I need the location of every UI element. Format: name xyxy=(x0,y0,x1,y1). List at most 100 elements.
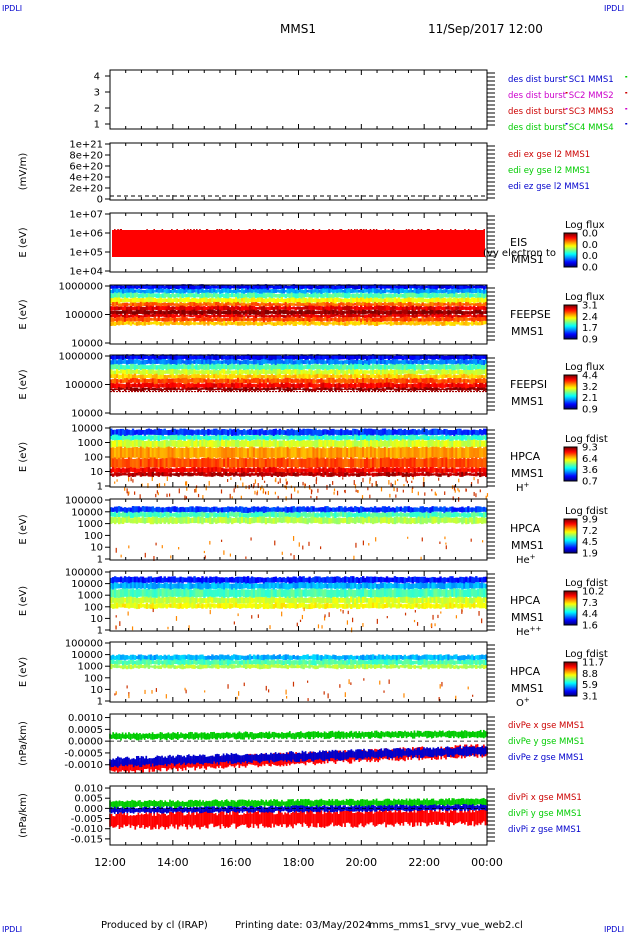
feepsi-cell xyxy=(469,355,472,360)
feepse-cell xyxy=(117,284,121,289)
feepse-cell xyxy=(381,293,385,299)
feepsi-cell xyxy=(308,360,311,365)
feepse-cell xyxy=(367,306,371,311)
feepse-cell xyxy=(385,310,389,315)
feepsi-cell xyxy=(445,355,448,361)
feepsi-cell xyxy=(457,359,460,365)
feepsi-cell xyxy=(127,388,131,391)
feepse-cell xyxy=(141,310,145,315)
feepsi-cell xyxy=(161,383,164,388)
feepsi-cell xyxy=(217,369,220,375)
feepsi-cell xyxy=(481,374,484,379)
feepsi-cell xyxy=(157,384,161,389)
feepse-cell xyxy=(383,321,387,325)
hpca_h-cell xyxy=(316,447,319,458)
feepsi-cell xyxy=(217,379,220,383)
feepsi-cell xyxy=(147,379,151,383)
feepsi-cell xyxy=(411,368,414,375)
feepse-cell xyxy=(173,317,176,323)
hpca_h-cell xyxy=(161,447,164,459)
feepse-cell xyxy=(461,288,464,294)
eis-band-edge xyxy=(176,229,178,230)
feepsi-cell xyxy=(233,379,236,383)
feepsi-cell xyxy=(159,383,162,388)
hpca_h-cell xyxy=(310,440,313,448)
feepsi-cell xyxy=(435,374,438,379)
eis-band-edge xyxy=(311,229,314,230)
feepsi-cell xyxy=(328,388,331,391)
feepse-cell xyxy=(199,306,202,310)
hpca_h-cell xyxy=(141,467,145,474)
feepsi-cell xyxy=(429,355,432,360)
eis-band-edge xyxy=(408,229,410,230)
feepsi-cell xyxy=(413,370,416,376)
hpca_h-cell xyxy=(330,439,333,447)
feepse-cell xyxy=(294,303,297,306)
hpca_h-cell xyxy=(336,435,339,441)
feepse-cell xyxy=(254,284,258,289)
feepse-cell xyxy=(137,309,141,314)
feepsi-cell xyxy=(393,359,397,365)
feepsi-cell xyxy=(399,369,403,375)
feepsi-cell xyxy=(250,364,254,371)
feepse-cell xyxy=(231,303,234,306)
hpca_h-cell xyxy=(272,439,276,447)
feepse-cell xyxy=(310,285,313,290)
feepse-cell xyxy=(469,322,472,325)
feepsi-cell xyxy=(358,370,361,375)
feepsi-cell xyxy=(363,373,367,380)
feepse-cell xyxy=(352,321,355,326)
feepsi-cell xyxy=(276,374,280,380)
feepse-cell xyxy=(326,288,329,294)
feepse-cell xyxy=(441,311,444,315)
feepse-cell xyxy=(348,313,351,319)
feepsi-cell xyxy=(427,363,430,369)
feepsi-colorbar-cell xyxy=(564,402,577,404)
feepsi-cell xyxy=(344,378,347,385)
feepse-cell xyxy=(139,289,143,294)
feepse-cell xyxy=(262,292,266,299)
feepse-cell xyxy=(360,315,363,318)
feepse-cell xyxy=(330,313,333,318)
feepse-cell xyxy=(308,314,311,318)
feepsi-cell xyxy=(413,364,416,371)
feepsi-cell xyxy=(258,370,262,375)
feepsi-cell xyxy=(235,360,238,364)
feepsi-cell xyxy=(290,364,293,370)
hpca_h-cell xyxy=(360,468,363,473)
feepsi-cell xyxy=(441,355,444,361)
feepse-cell xyxy=(201,284,204,289)
hpca_h-cell xyxy=(189,447,192,459)
feepsi-cell xyxy=(318,364,321,370)
feepsi-cell xyxy=(133,383,137,388)
feepse-cell xyxy=(407,289,411,294)
feepse-cell xyxy=(481,321,484,326)
hpca_h-cell xyxy=(111,434,115,441)
feepse-cell xyxy=(459,298,462,303)
feepse-cell xyxy=(207,298,210,302)
feepse-cell xyxy=(296,306,299,310)
hpca_h-cell xyxy=(215,435,218,442)
hpca_h-cell xyxy=(318,467,321,473)
hpca_h-cell xyxy=(306,435,309,440)
feepse-cell xyxy=(270,303,274,307)
feepse-cell xyxy=(465,317,468,322)
feepse-cell xyxy=(387,321,391,325)
feepsi-cell xyxy=(344,383,347,388)
feepse-cell xyxy=(477,292,480,299)
feepse-cell xyxy=(115,321,119,325)
feepse-cell xyxy=(453,314,456,318)
feepse-cell xyxy=(363,314,367,319)
feepse-cell xyxy=(211,285,214,289)
feepse-cell xyxy=(205,314,208,317)
feepsi-cell xyxy=(318,383,321,388)
feepsi-cell xyxy=(121,373,125,380)
feepsi-cell xyxy=(280,359,284,365)
feepsi-cell xyxy=(278,359,282,364)
feepse-cell xyxy=(365,293,369,299)
hpca_h-cell xyxy=(300,468,303,474)
hpca_h-cell xyxy=(223,440,226,447)
feepse-cell xyxy=(437,285,440,289)
feepse-cell xyxy=(350,316,353,322)
feepse-cell xyxy=(238,306,242,311)
